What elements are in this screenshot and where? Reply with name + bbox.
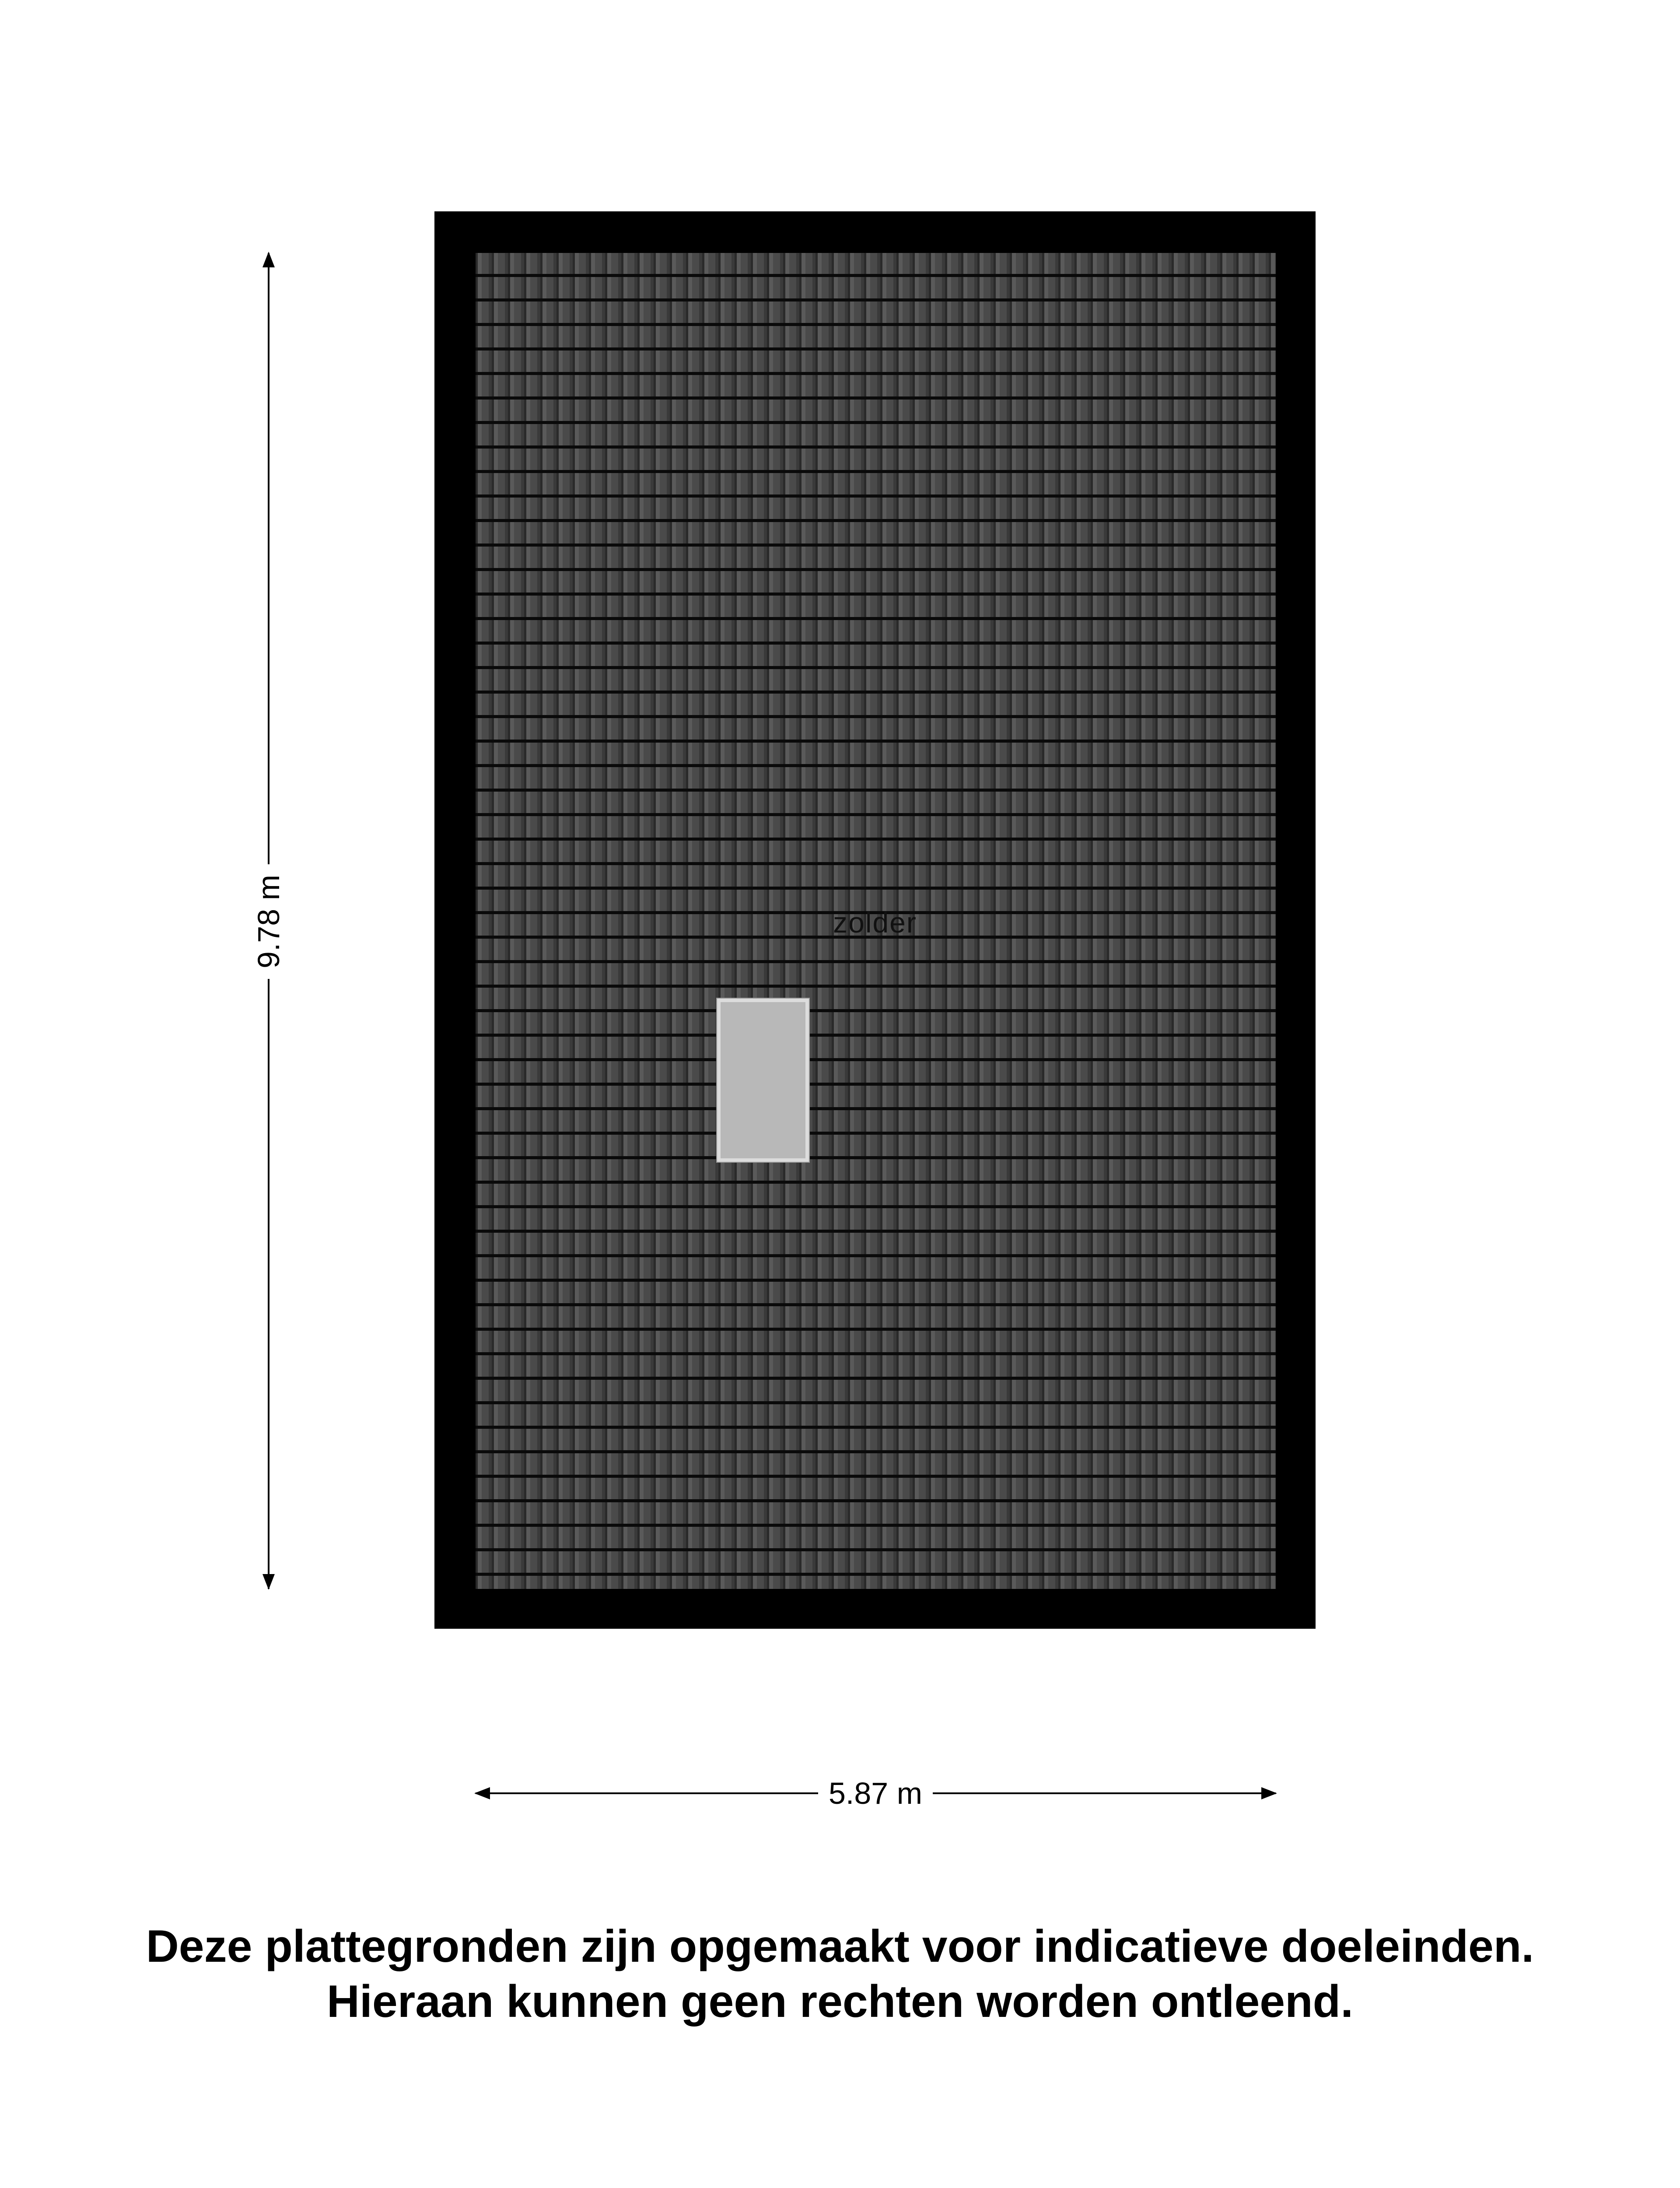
height-dimension-label: 9.78 m [251,864,286,979]
disclaimer-line-2: Hieraan kunnen geen rechten worden ontle… [326,1976,1354,2027]
arrow-left-icon [474,1787,490,1799]
roof-tile-area [476,253,1276,1589]
disclaimer-line-1: Deze plattegronden zijn opgemaakt voor i… [146,1921,1534,1972]
disclaimer: Deze plattegronden zijn opgemaakt voor i… [0,1919,1680,2029]
roof-hatch [716,998,810,1163]
arrow-down-icon [262,1574,275,1590]
arrow-up-icon [262,252,275,267]
room-label: zolder [833,906,917,939]
width-dimension-label: 5.87 m [818,1776,933,1811]
arrow-right-icon [1261,1787,1277,1799]
